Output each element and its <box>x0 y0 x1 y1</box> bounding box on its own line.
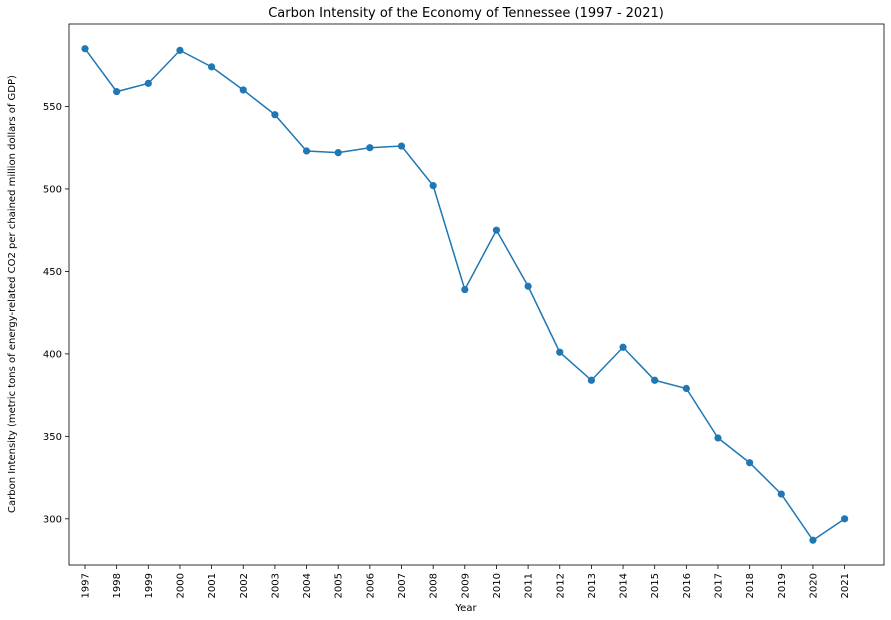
data-point <box>429 182 437 190</box>
chart-title: Carbon Intensity of the Economy of Tenne… <box>268 6 664 21</box>
data-point <box>81 45 89 53</box>
data-point <box>208 63 216 71</box>
data-point <box>239 86 247 94</box>
data-point <box>746 459 754 467</box>
x-tick-label: 1999 <box>144 573 155 598</box>
x-axis: 1997 1998 1999 2000 2001 2002 2003 2004 2005 2006… <box>81 565 851 598</box>
x-tick-label: 2006 <box>365 573 376 598</box>
x-tick-label: 2019 <box>777 573 788 598</box>
y-tick-label: 300 <box>43 514 62 525</box>
y-axis-label: Carbon Intensity (metric tons of energy-… <box>7 75 18 513</box>
x-tick-label: 2012 <box>555 573 566 598</box>
data-point <box>809 536 817 544</box>
data-point <box>302 147 311 155</box>
series-line <box>84 48 846 542</box>
data-point <box>714 434 722 442</box>
x-tick-label: 2000 <box>175 573 186 598</box>
data-point <box>366 144 374 152</box>
data-point <box>651 376 659 384</box>
x-tick-label: 2016 <box>682 573 693 598</box>
x-tick-label: 2008 <box>429 573 440 598</box>
x-tick-label: 2007 <box>397 573 408 598</box>
data-point <box>619 343 627 351</box>
data-point <box>682 384 690 393</box>
x-tick-label: 1997 <box>81 573 92 598</box>
data-point <box>777 490 785 498</box>
x-tick-label: 2004 <box>302 573 313 598</box>
data-point <box>461 285 469 294</box>
data-point <box>113 88 121 96</box>
plot-area-frame <box>68 23 885 566</box>
data-point <box>841 515 849 523</box>
x-tick-label: 2003 <box>270 573 281 598</box>
x-tick-label: 2005 <box>334 573 345 598</box>
x-axis-label: Year <box>454 603 477 614</box>
data-point <box>144 79 152 87</box>
x-tick-label: 2014 <box>619 573 630 598</box>
x-tick-label: 2009 <box>460 573 471 598</box>
y-tick-label: 350 <box>43 432 62 443</box>
x-tick-label: 2018 <box>745 573 756 598</box>
x-tick-label: 2001 <box>207 573 218 598</box>
x-tick-label: 2017 <box>714 573 725 598</box>
data-series <box>81 45 849 544</box>
x-tick-label: 2011 <box>524 573 535 598</box>
data-point <box>587 376 596 384</box>
x-tick-label: 2021 <box>840 573 851 598</box>
x-tick-label: 2010 <box>492 573 503 598</box>
y-tick-label: 400 <box>43 349 62 360</box>
data-point <box>176 46 184 54</box>
data-point <box>524 282 532 290</box>
y-tick-label: 550 <box>43 102 62 113</box>
data-point <box>334 149 342 157</box>
x-tick-label: 2013 <box>587 573 598 598</box>
data-point <box>397 142 406 150</box>
y-axis: 300 350 400 450 500 550 <box>43 102 69 525</box>
data-point <box>556 348 564 356</box>
data-point <box>271 111 279 119</box>
x-tick-label: 2002 <box>239 573 250 598</box>
x-tick-label: 2015 <box>650 573 661 598</box>
y-tick-label: 500 <box>43 184 62 195</box>
x-tick-label: 2020 <box>808 573 819 598</box>
x-tick-label: 1998 <box>112 573 123 598</box>
y-tick-label: 450 <box>43 267 62 278</box>
data-point <box>492 226 501 234</box>
